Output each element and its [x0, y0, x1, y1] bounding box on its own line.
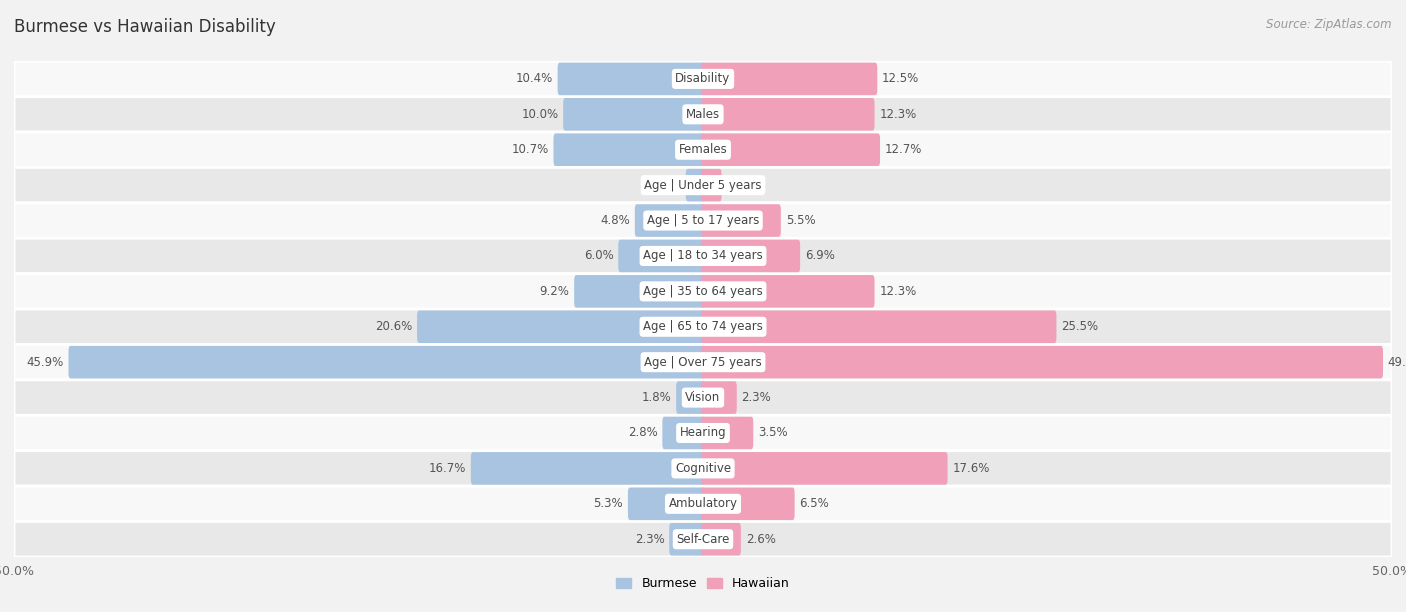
FancyBboxPatch shape: [669, 523, 704, 556]
Text: 25.5%: 25.5%: [1062, 320, 1098, 334]
FancyBboxPatch shape: [14, 97, 1392, 132]
Text: Disability: Disability: [675, 72, 731, 86]
Text: 2.8%: 2.8%: [628, 427, 658, 439]
FancyBboxPatch shape: [14, 132, 1392, 168]
Text: Age | 18 to 34 years: Age | 18 to 34 years: [643, 250, 763, 263]
FancyBboxPatch shape: [702, 381, 737, 414]
FancyBboxPatch shape: [702, 133, 880, 166]
FancyBboxPatch shape: [702, 346, 1384, 378]
Text: 5.3%: 5.3%: [593, 498, 623, 510]
Text: 3.5%: 3.5%: [758, 427, 787, 439]
FancyBboxPatch shape: [14, 238, 1392, 274]
Text: 1.1%: 1.1%: [651, 179, 681, 192]
Text: 1.2%: 1.2%: [727, 179, 756, 192]
Text: Burmese vs Hawaiian Disability: Burmese vs Hawaiian Disability: [14, 18, 276, 36]
Text: 45.9%: 45.9%: [27, 356, 63, 368]
FancyBboxPatch shape: [14, 345, 1392, 380]
FancyBboxPatch shape: [14, 61, 1392, 97]
Text: Self-Care: Self-Care: [676, 532, 730, 546]
Text: 12.3%: 12.3%: [879, 285, 917, 298]
FancyBboxPatch shape: [418, 310, 704, 343]
FancyBboxPatch shape: [702, 310, 1056, 343]
Text: 2.3%: 2.3%: [741, 391, 772, 404]
FancyBboxPatch shape: [702, 488, 794, 520]
FancyBboxPatch shape: [702, 62, 877, 95]
FancyBboxPatch shape: [619, 240, 704, 272]
FancyBboxPatch shape: [686, 169, 704, 201]
FancyBboxPatch shape: [558, 62, 704, 95]
Text: 12.5%: 12.5%: [882, 72, 920, 86]
FancyBboxPatch shape: [702, 204, 780, 237]
FancyBboxPatch shape: [702, 98, 875, 130]
FancyBboxPatch shape: [471, 452, 704, 485]
Text: 1.8%: 1.8%: [641, 391, 671, 404]
FancyBboxPatch shape: [14, 380, 1392, 416]
Text: 12.3%: 12.3%: [879, 108, 917, 121]
Text: 2.6%: 2.6%: [745, 532, 776, 546]
FancyBboxPatch shape: [69, 346, 704, 378]
FancyBboxPatch shape: [14, 486, 1392, 521]
Legend: Burmese, Hawaiian: Burmese, Hawaiian: [612, 572, 794, 595]
Text: 9.2%: 9.2%: [540, 285, 569, 298]
FancyBboxPatch shape: [628, 488, 704, 520]
Text: Ambulatory: Ambulatory: [668, 498, 738, 510]
Text: Hearing: Hearing: [679, 427, 727, 439]
FancyBboxPatch shape: [676, 381, 704, 414]
Text: 6.9%: 6.9%: [806, 250, 835, 263]
FancyBboxPatch shape: [702, 523, 741, 556]
FancyBboxPatch shape: [702, 240, 800, 272]
FancyBboxPatch shape: [14, 203, 1392, 238]
Text: 4.8%: 4.8%: [600, 214, 630, 227]
Text: Females: Females: [679, 143, 727, 156]
Text: 20.6%: 20.6%: [375, 320, 412, 334]
FancyBboxPatch shape: [14, 274, 1392, 309]
Text: 16.7%: 16.7%: [429, 462, 465, 475]
Text: 6.5%: 6.5%: [800, 498, 830, 510]
Text: Age | Under 5 years: Age | Under 5 years: [644, 179, 762, 192]
FancyBboxPatch shape: [14, 416, 1392, 450]
FancyBboxPatch shape: [574, 275, 704, 308]
FancyBboxPatch shape: [702, 169, 721, 201]
Text: 49.2%: 49.2%: [1388, 356, 1406, 368]
Text: 10.4%: 10.4%: [516, 72, 553, 86]
FancyBboxPatch shape: [662, 417, 704, 449]
Text: 17.6%: 17.6%: [952, 462, 990, 475]
Text: Age | Over 75 years: Age | Over 75 years: [644, 356, 762, 368]
Text: 5.5%: 5.5%: [786, 214, 815, 227]
Text: 12.7%: 12.7%: [884, 143, 922, 156]
FancyBboxPatch shape: [14, 309, 1392, 345]
FancyBboxPatch shape: [14, 450, 1392, 486]
FancyBboxPatch shape: [702, 275, 875, 308]
FancyBboxPatch shape: [564, 98, 704, 130]
Text: 6.0%: 6.0%: [583, 250, 613, 263]
FancyBboxPatch shape: [634, 204, 704, 237]
FancyBboxPatch shape: [702, 452, 948, 485]
Text: Cognitive: Cognitive: [675, 462, 731, 475]
FancyBboxPatch shape: [554, 133, 704, 166]
Text: Age | 35 to 64 years: Age | 35 to 64 years: [643, 285, 763, 298]
Text: Vision: Vision: [685, 391, 721, 404]
Text: 10.7%: 10.7%: [512, 143, 548, 156]
FancyBboxPatch shape: [14, 521, 1392, 557]
FancyBboxPatch shape: [702, 417, 754, 449]
Text: Males: Males: [686, 108, 720, 121]
Text: Age | 65 to 74 years: Age | 65 to 74 years: [643, 320, 763, 334]
Text: Age | 5 to 17 years: Age | 5 to 17 years: [647, 214, 759, 227]
Text: Source: ZipAtlas.com: Source: ZipAtlas.com: [1267, 18, 1392, 31]
FancyBboxPatch shape: [14, 168, 1392, 203]
Text: 10.0%: 10.0%: [522, 108, 558, 121]
Text: 2.3%: 2.3%: [634, 532, 665, 546]
